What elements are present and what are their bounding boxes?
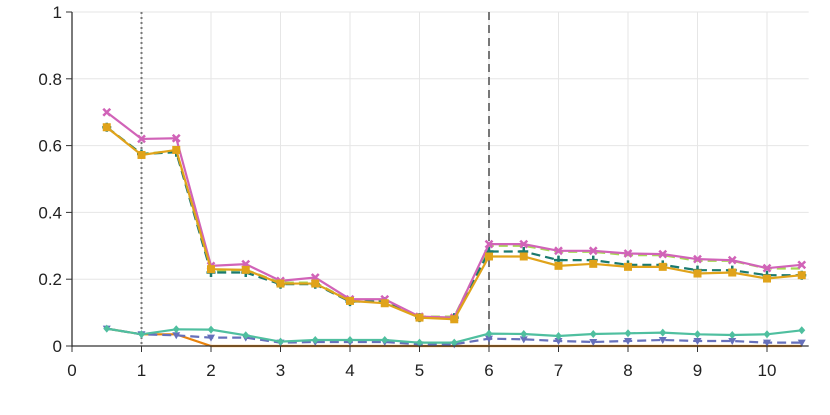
series-yellow-point [797, 271, 806, 280]
series-yellow-point [102, 123, 111, 132]
x-tick-label: 5 [415, 361, 424, 380]
series-teal-point [311, 335, 319, 344]
series-blue-point [693, 337, 702, 345]
series-pink-point [484, 239, 494, 249]
series-pink-point [762, 263, 772, 273]
series-teal-point [381, 335, 389, 344]
x-tick-label: 9 [693, 361, 702, 380]
series-pink-point [588, 246, 598, 256]
series-teal-point [694, 330, 701, 339]
series-teal-point [207, 325, 215, 334]
series-blue-point [797, 339, 806, 347]
series-teal-point [485, 329, 493, 338]
series-dark-green [102, 122, 807, 323]
series-yellow-point [415, 313, 424, 322]
series-teal-point [520, 329, 528, 338]
y-tick-label: 0.2 [38, 270, 62, 289]
series-yellow-point [658, 262, 667, 271]
series-teal-point [138, 330, 145, 339]
series-yellow-point [207, 265, 215, 274]
series-blue-point [624, 337, 632, 345]
series-yellow-point [137, 150, 146, 159]
series-yellow-point [172, 145, 181, 154]
series-yellow-point [485, 252, 493, 261]
x-tick-label: 3 [276, 361, 285, 380]
series-teal [103, 324, 806, 347]
y-tick-label: 0 [53, 337, 62, 356]
series-pink-point [623, 249, 633, 258]
series-yellow-point [763, 274, 771, 283]
series-teal-point [450, 338, 458, 347]
series-yellow [102, 123, 806, 324]
series-blue-point [658, 336, 667, 344]
y-tick-label: 0.8 [38, 70, 62, 89]
x-tick-label: 4 [345, 361, 354, 380]
series-yellow-point [589, 259, 598, 268]
series-light-green-line [106, 126, 802, 318]
y-tick-label: 0.4 [38, 203, 62, 222]
x-tick-label: 10 [758, 361, 777, 380]
series-blue-point [207, 334, 215, 342]
x-tick-label: 0 [67, 361, 76, 380]
series-teal-point [624, 329, 632, 338]
series-blue-point [589, 338, 598, 346]
series-teal-point [416, 338, 423, 347]
series-pink-point [727, 255, 737, 265]
series-blue-line [106, 327, 802, 346]
series-yellow-point [624, 262, 632, 271]
series-yellow-point [311, 279, 320, 288]
series-teal-point [346, 335, 354, 344]
series-yellow-point [276, 279, 285, 288]
series-yellow-point [450, 315, 459, 324]
series-teal-point [555, 331, 562, 340]
series-teal-point [242, 331, 250, 340]
series-blue-point [763, 339, 771, 347]
series-teal-point [277, 337, 284, 346]
series-pink-point [102, 107, 112, 117]
series-teal-point [589, 329, 597, 338]
series-teal-point [172, 325, 180, 334]
series-yellow-point [241, 265, 250, 274]
series-pink-point [658, 249, 668, 259]
series-blue-point [554, 337, 563, 345]
series-yellow-point [380, 299, 389, 308]
y-tick-label: 0.6 [38, 137, 62, 156]
series-teal-point [659, 328, 667, 337]
series-teal-point [763, 330, 771, 339]
series-teal-point [798, 326, 806, 335]
series-pink-point [554, 246, 563, 256]
series-pink-point [519, 239, 529, 249]
series-pink-point [171, 133, 181, 143]
x-tick-label: 8 [623, 361, 632, 380]
series-pink-point [137, 134, 146, 144]
series-pink-point [693, 254, 702, 264]
series-blue-point [728, 337, 737, 345]
series-yellow-point [554, 261, 563, 270]
series-yellow-point [693, 269, 702, 278]
series-yellow-point [519, 252, 528, 261]
series-teal-point [728, 330, 736, 339]
x-tick-label: 7 [554, 361, 563, 380]
y-tick-label: 1 [53, 3, 62, 22]
x-tick-label: 2 [206, 361, 215, 380]
series-yellow-point [728, 268, 737, 277]
series-teal-point [103, 324, 111, 333]
series-blue-point [519, 336, 528, 344]
series-pink [102, 107, 807, 322]
x-tick-label: 1 [137, 361, 146, 380]
series-yellow-point [346, 296, 354, 305]
x-tick-label: 6 [484, 361, 493, 380]
series-blue-point [172, 332, 181, 340]
series-blue-point [485, 335, 493, 343]
series-pink-point [797, 260, 807, 270]
